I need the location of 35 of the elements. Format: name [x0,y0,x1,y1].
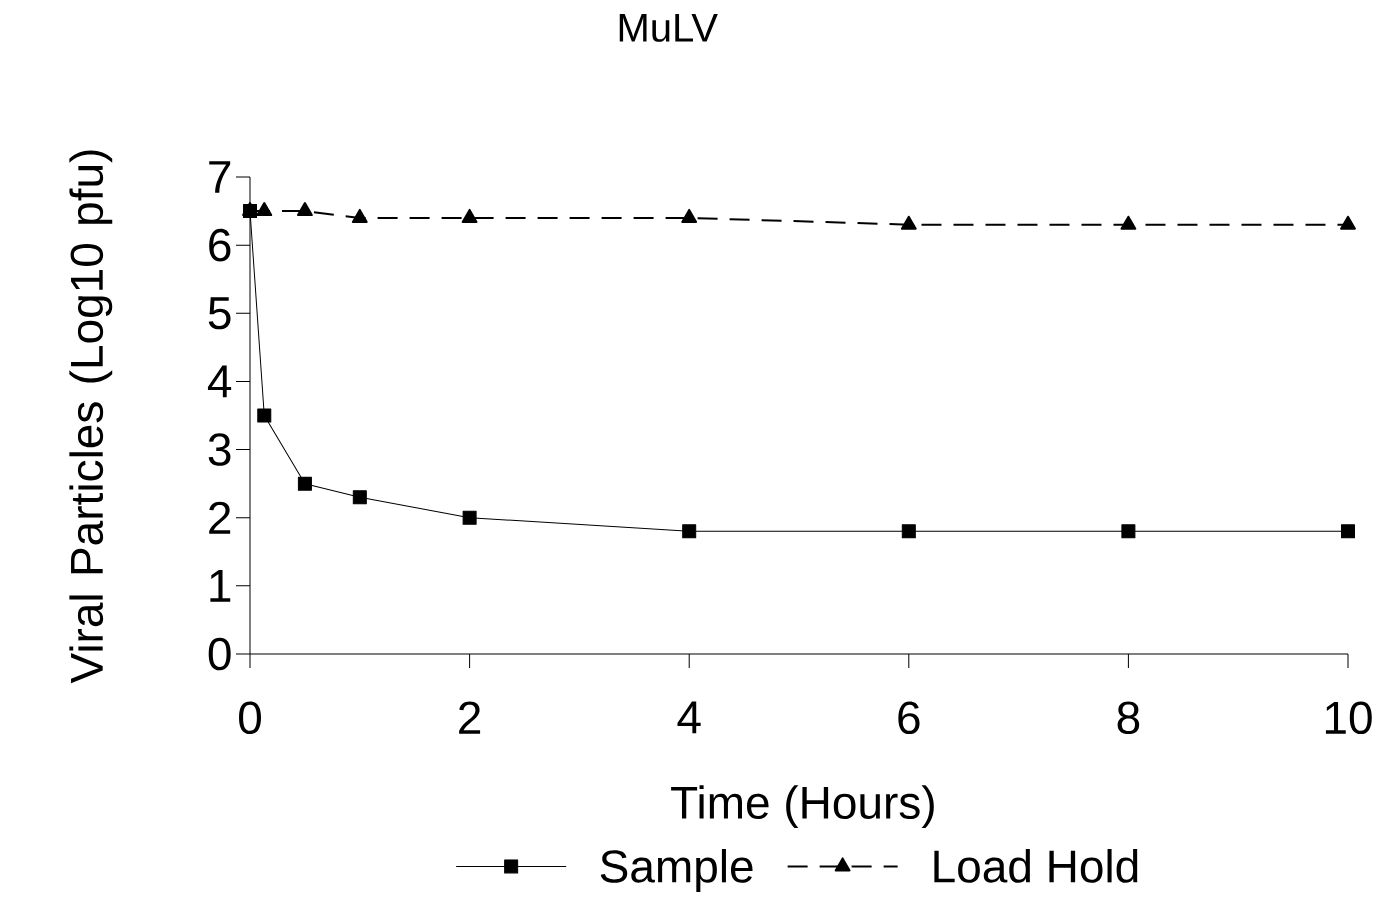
y-tick-label: 2 [209,501,231,534]
y-tick-label: 7 [209,161,231,193]
x-tick-label: 2 [459,701,481,734]
chart-title: MuLV [619,13,718,42]
point [900,215,917,230]
point [682,524,697,539]
point [296,202,313,217]
point [462,510,477,525]
legend-label: Load Hold [934,849,1138,883]
point [1341,524,1355,539]
x-axis-title: Time (Hours) [671,785,934,829]
point [461,208,478,223]
point [1340,215,1356,230]
y-tick-label: 5 [208,297,231,330]
point [256,202,273,217]
point [681,208,698,223]
y-tick-label: 1 [210,570,231,602]
point [257,408,272,423]
point [297,476,312,491]
x-tick-label: 8 [1117,701,1140,735]
y-axis-title: Viral Particles (Log10 pfu) [69,150,113,684]
x-tick-label: 10 [1325,701,1372,735]
point [351,208,368,223]
point [352,490,367,505]
y-tick-label: 0 [208,637,231,671]
point [1120,215,1137,230]
y-tick-label: 6 [209,228,231,262]
x-tick-label: 6 [898,701,920,735]
point [901,524,916,539]
point [1121,524,1136,539]
x-tick-label: 4 [677,701,701,734]
y-tick-label: 4 [207,365,232,398]
legend-label: Sample [600,849,753,892]
y-tick-label: 3 [208,433,231,466]
x-tick-label: 0 [239,701,262,735]
